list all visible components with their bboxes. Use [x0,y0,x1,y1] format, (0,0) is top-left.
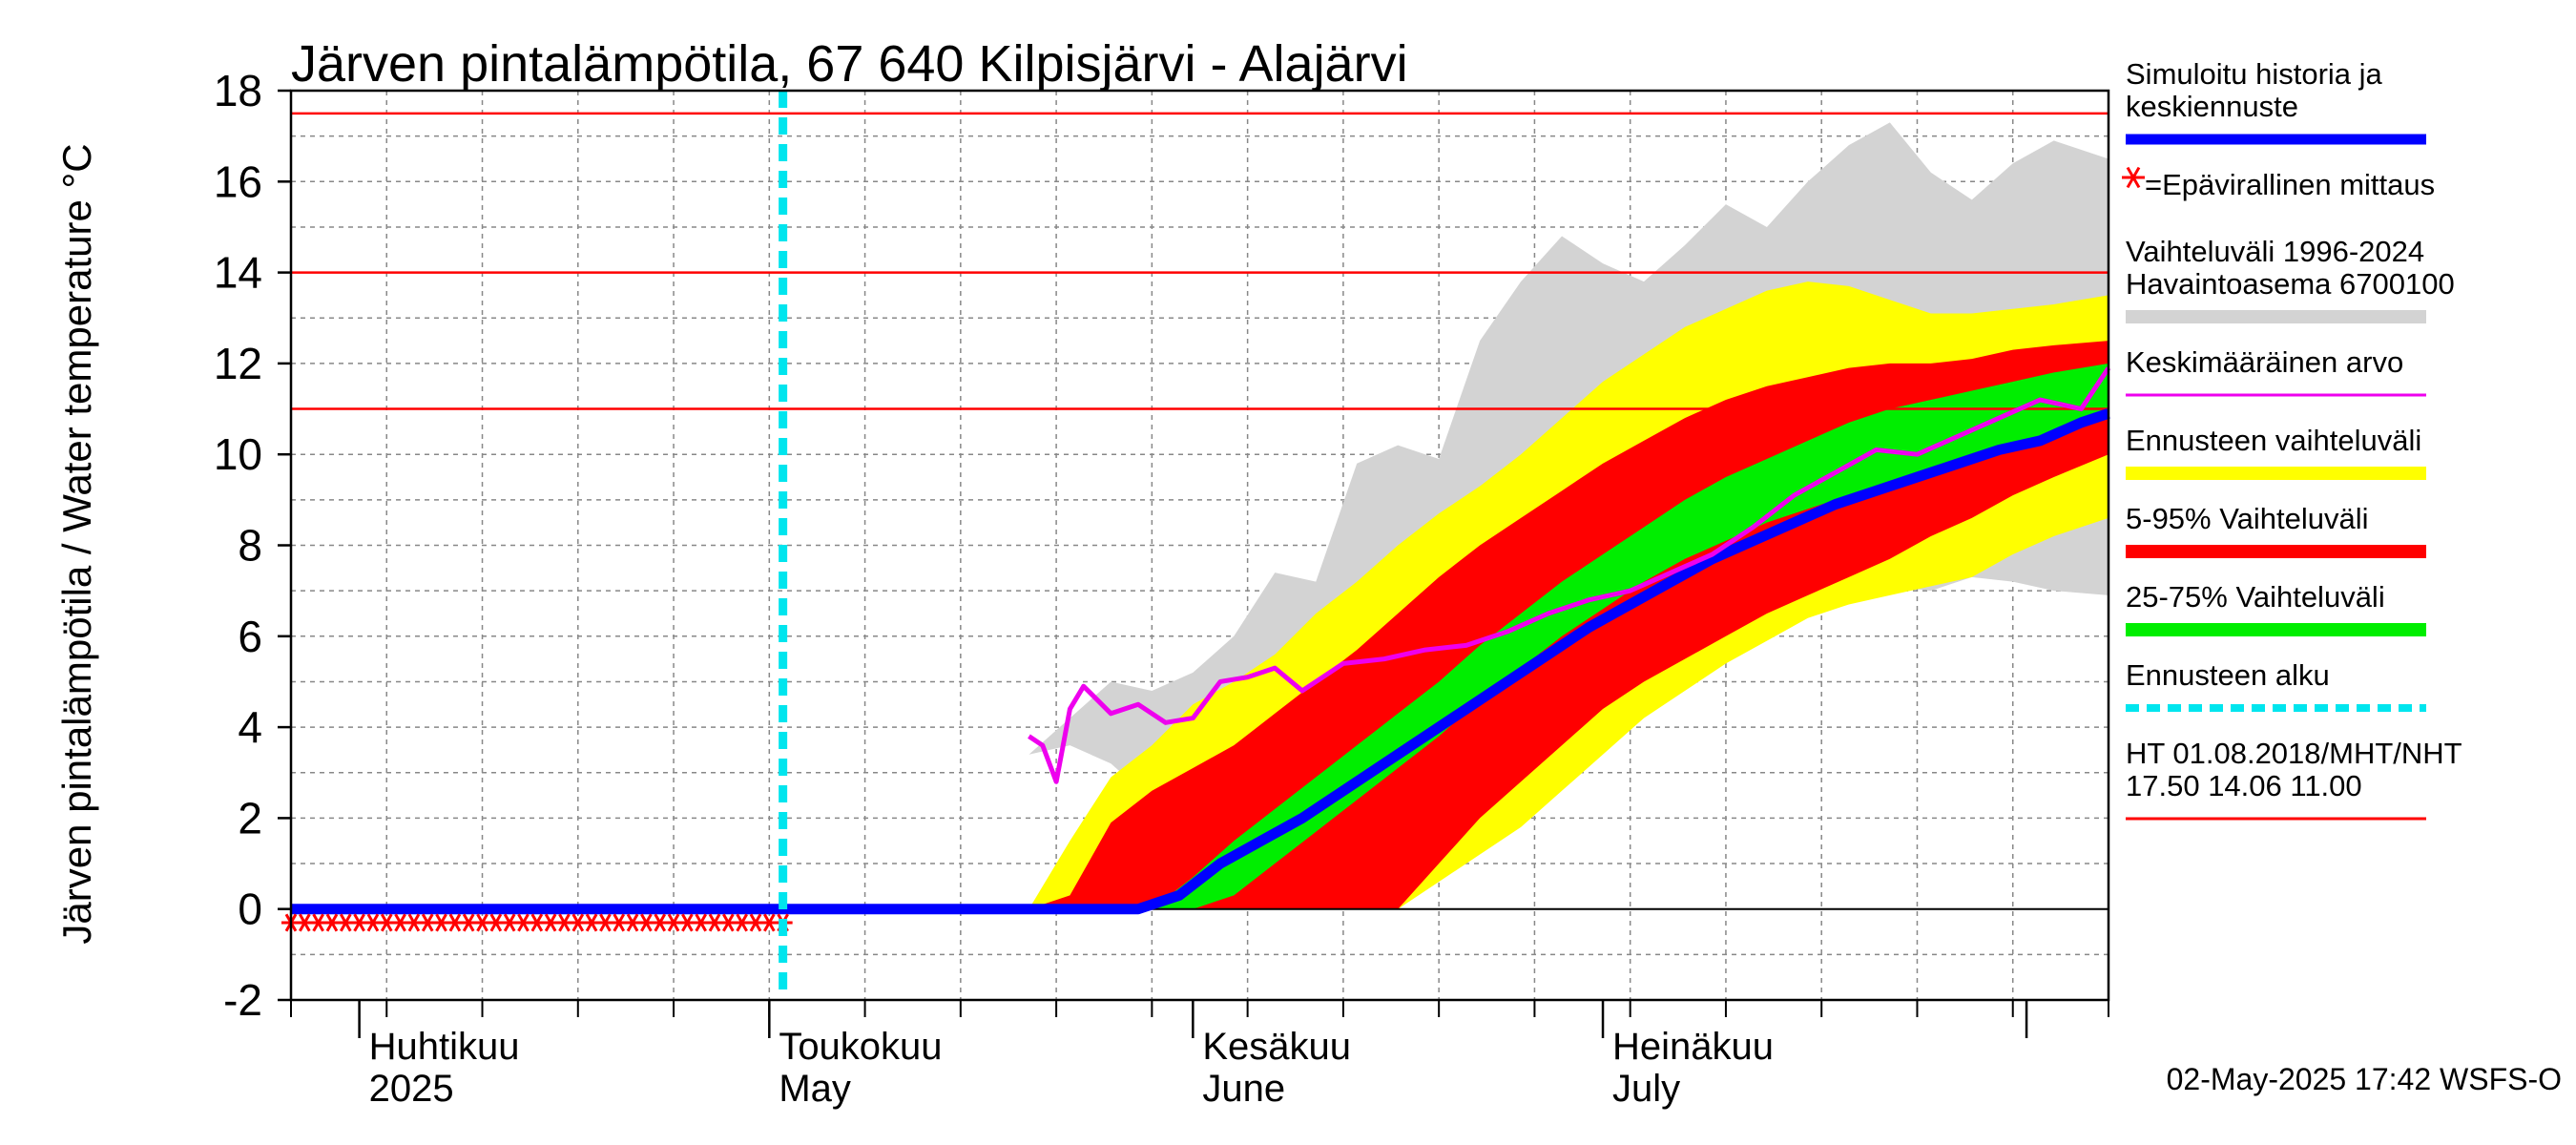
x-month-label-en: 2025 [369,1068,454,1110]
y-tick-label: 12 [214,339,262,388]
legend-label: HT 01.08.2018/MHT/NHT [2126,737,2462,770]
legend-label: Ennusteen alku [2126,658,2330,692]
legend-label: 25-75% Vaihteluväli [2126,580,2385,614]
x-month-label: Toukokuu [779,1026,942,1068]
series-line-keskim-r-inen-arvo [1028,366,2111,784]
x-month-label-en: July [1612,1068,1680,1110]
legend-label: Keskimääräinen arvo [2126,345,2403,379]
legend-label: =Epävirallinen mittaus [2145,168,2435,201]
y-tick-label: 4 [238,702,262,752]
y-tick-label: 18 [214,66,262,115]
y-tick-label: 16 [214,156,262,206]
y-tick-label: 6 [238,612,262,661]
legend-label: Simuloitu historia ja [2126,57,2383,91]
y-tick-label: 8 [238,521,262,571]
x-month-label-en: May [779,1068,851,1110]
y-tick-label: 0 [238,885,262,934]
y-axis-label: Järven pintalämpötila / Water temperatur… [54,143,99,944]
y-tick-label: 10 [214,429,262,479]
x-month-label: Huhtikuu [369,1026,520,1068]
y-tick-label: 2 [238,793,262,843]
x-month-label: Kesäkuu [1202,1026,1351,1068]
legend-label: keskiennuste [2126,90,2298,123]
x-month-label-en: June [1202,1068,1285,1110]
chart-title: Järven pintalämpötila, 67 640 Kilpisjärv… [291,35,1408,93]
legend-label: Vaihteluväli 1996-2024 [2126,235,2424,268]
legend-label: 5-95% Vaihteluväli [2126,502,2368,535]
plot-area [281,90,2111,1001]
legend-star-icon [2122,166,2145,189]
footer-timestamp: 02-May-2025 17:42 WSFS-O [2167,1062,2562,1096]
legend-label: 17.50 14.06 11.00 [2126,769,2362,802]
y-tick-label: -2 [223,975,262,1025]
x-month-label: Heinäkuu [1612,1026,1774,1068]
legend-label: Havaintoasema 6700100 [2126,267,2455,301]
series-line-simuloitu-historia-ja-keskiennuste [291,408,2110,915]
legend-label: Ennusteen vaihteluväli [2126,424,2421,457]
y-tick-label: 14 [214,248,262,298]
